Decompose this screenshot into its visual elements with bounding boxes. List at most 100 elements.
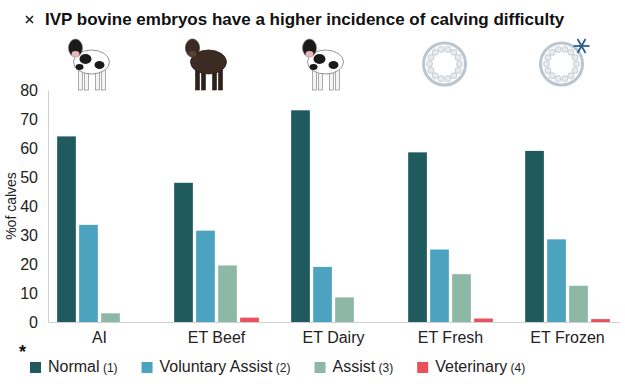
y-tick-label: 20 — [20, 256, 38, 273]
icon-head — [185, 39, 199, 57]
bar — [57, 136, 76, 322]
icon-cell — [432, 49, 438, 55]
y-tick: 30 — [20, 227, 48, 244]
icon-muzzle — [71, 51, 79, 57]
icon-zona — [541, 43, 583, 85]
category-icon — [303, 39, 344, 90]
legend-item: Normal (1) — [30, 358, 118, 375]
icon-patch — [79, 54, 91, 64]
legend-item: Assist (3) — [315, 358, 394, 375]
y-tick-label: 40 — [20, 198, 38, 215]
bar — [525, 151, 544, 322]
bar — [408, 152, 427, 322]
bar — [313, 267, 332, 322]
bar — [569, 286, 588, 322]
y-tick-label: 50 — [20, 169, 38, 186]
icons — [68, 39, 589, 90]
icon-patch — [94, 61, 104, 69]
x-tick: ET Beef — [188, 329, 246, 346]
icon-cell — [562, 46, 568, 52]
x-tick: ET Dairy — [303, 329, 365, 346]
y-tick: 80 — [20, 82, 48, 99]
legend: Normal (1) Voluntary Assist (2) Assist (3)… — [30, 358, 525, 375]
y-tick-label: 70 — [20, 111, 38, 128]
legend-swatch — [315, 362, 326, 373]
y-tick: 50 — [20, 169, 48, 186]
y-tick-label: 60 — [20, 140, 38, 157]
icon-cell — [555, 46, 561, 52]
legend-item: Veterinary (4) — [417, 358, 525, 375]
annotation: * — [19, 342, 26, 362]
series — [79, 225, 566, 322]
icon-cell — [572, 68, 578, 74]
icon-cell — [438, 46, 444, 52]
x-tick-label: ET Frozen — [530, 329, 604, 346]
icon-cell — [455, 54, 461, 60]
icon-muzzle — [188, 51, 196, 57]
bar — [547, 239, 566, 322]
y-axis-title: %of calves — [3, 172, 19, 240]
x-axis-line — [49, 322, 620, 323]
category-icon — [185, 39, 226, 90]
icon-cell — [455, 68, 461, 74]
bar — [291, 110, 310, 322]
title-bullet-line — [26, 16, 33, 23]
icon-zona — [424, 43, 466, 85]
x-tick-label: AI — [92, 329, 107, 346]
bar — [174, 183, 193, 322]
category-icon — [424, 43, 466, 85]
icon-cell — [438, 76, 444, 82]
x-tick: ET Fresh — [418, 329, 484, 346]
bar — [101, 313, 120, 322]
icon-patch — [310, 64, 318, 70]
y-axis: 0 10 20 30 40 50 60 70 80 — [20, 82, 48, 331]
legend-label: Normal (1) — [48, 358, 118, 375]
y-axis-line — [48, 91, 49, 323]
bar — [218, 265, 237, 322]
y-tick: 10 — [20, 285, 48, 302]
icon-cell — [451, 49, 457, 55]
icon-patch — [75, 64, 83, 70]
icon-patch — [329, 61, 339, 69]
icon-muzzle — [306, 51, 314, 57]
y-tick: 70 — [20, 111, 48, 128]
icon-cell — [544, 61, 550, 67]
bars — [57, 110, 610, 322]
icon-cell — [562, 76, 568, 82]
legend-label: Voluntary Assist (2) — [160, 358, 291, 375]
x-tick-label: ET Fresh — [418, 329, 484, 346]
legend-swatch — [30, 362, 41, 373]
legend-label: Veterinary (4) — [435, 358, 525, 375]
icon-cell — [545, 68, 551, 74]
icon-snowflake — [578, 39, 586, 53]
icon-cell — [445, 76, 451, 82]
icon-head — [303, 39, 317, 57]
y-tick: 40 — [20, 198, 48, 215]
bar — [452, 274, 471, 322]
legend-swatch — [417, 362, 428, 373]
icon-cell — [427, 61, 433, 67]
y-tick: 20 — [20, 256, 48, 273]
series — [101, 265, 588, 322]
icon-cell — [545, 54, 551, 60]
bar — [591, 319, 610, 322]
x-tick: AI — [92, 329, 107, 346]
legend-item: Voluntary Assist (2) — [142, 358, 291, 375]
series — [57, 110, 544, 322]
x-tick: ET Frozen — [530, 329, 604, 346]
icon-snowflake — [578, 39, 586, 53]
y-tick-label: 10 — [20, 285, 38, 302]
y-tick-label: 30 — [20, 227, 38, 244]
y-tick-label: 0 — [29, 314, 38, 331]
y-tick: 0 — [29, 314, 48, 331]
icon-cell — [568, 73, 574, 79]
legend-label: Assist (3) — [333, 358, 394, 375]
icon-patch — [314, 54, 326, 64]
icon-cell — [451, 73, 457, 79]
bar — [430, 250, 449, 323]
chart: IVP bovine embryos have a higher inciden… — [0, 0, 625, 384]
title-bullet-line — [26, 16, 33, 23]
category-icon — [541, 39, 590, 85]
bar — [240, 318, 259, 322]
title: IVP bovine embryos have a higher inciden… — [45, 10, 565, 29]
